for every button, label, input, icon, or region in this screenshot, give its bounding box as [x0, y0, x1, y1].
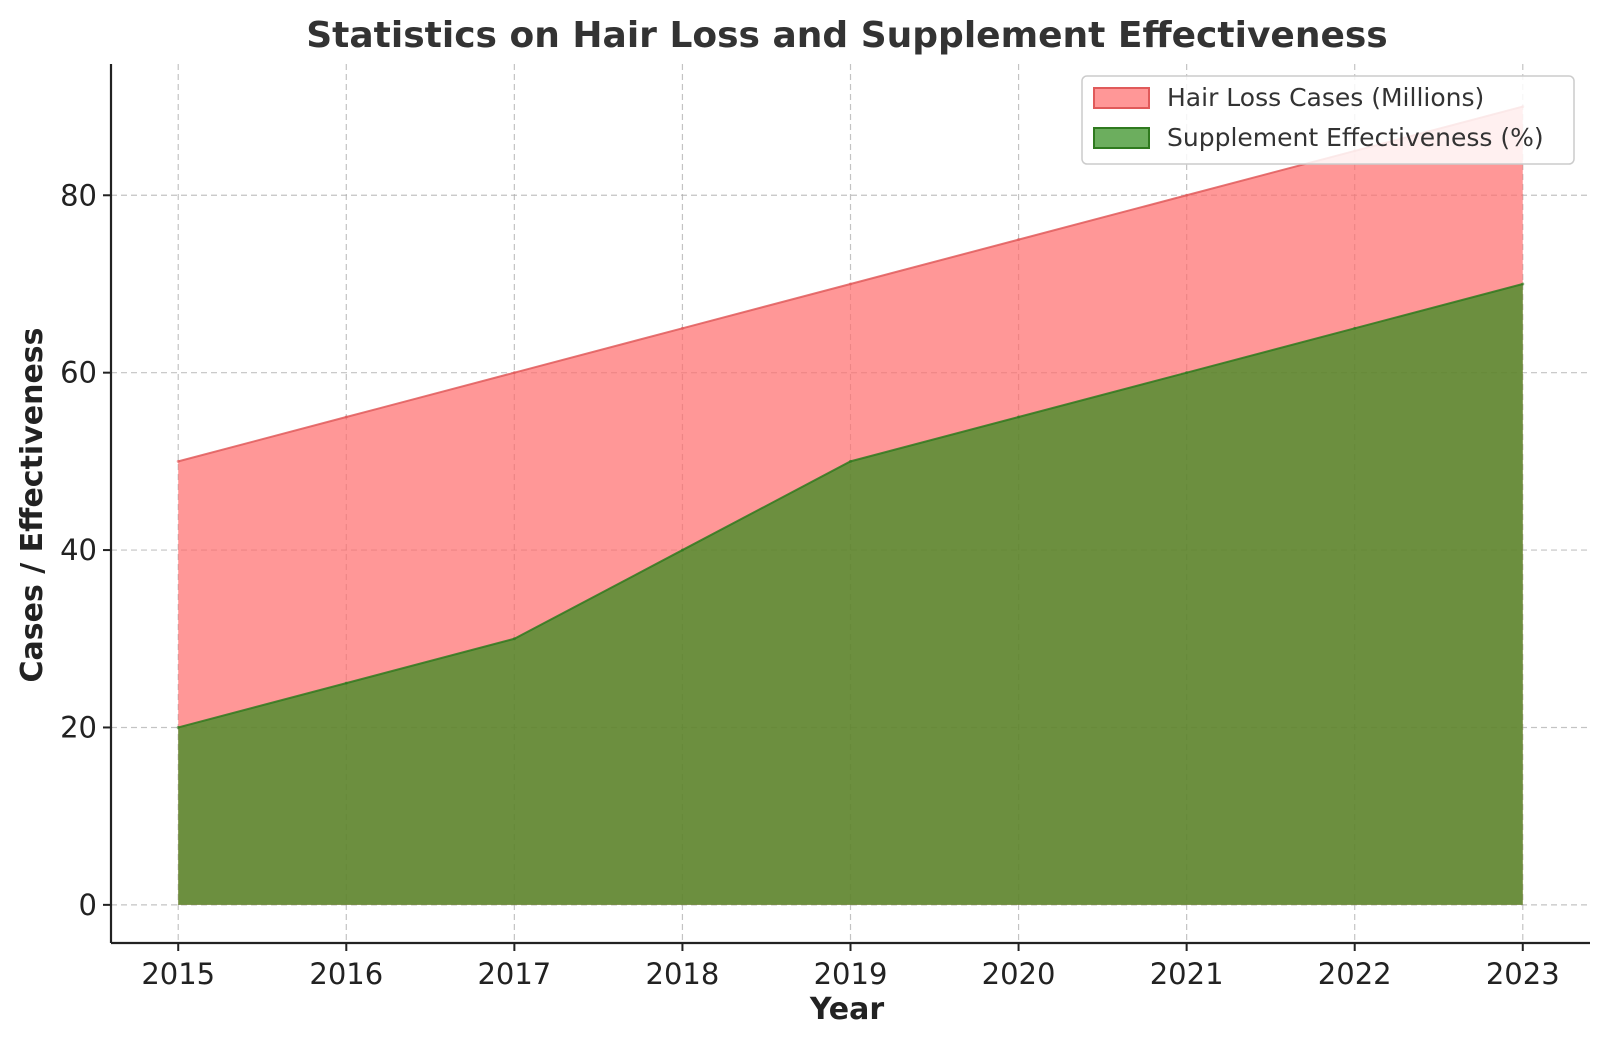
area-series	[176, 105, 1525, 905]
legend-swatch-1	[1093, 87, 1150, 109]
data-point	[512, 637, 516, 641]
legend-label-1: Hair Loss Cases (Millions)	[1167, 83, 1484, 112]
data-point	[1017, 238, 1021, 242]
chart-title: Statistics on Hair Loss and Supplement E…	[306, 15, 1387, 56]
x-tick-label: 2022	[1318, 957, 1392, 991]
data-point	[1017, 415, 1021, 419]
x-tick-label: 2018	[646, 957, 720, 991]
data-point	[680, 548, 684, 552]
y-tick-label: 0	[79, 888, 97, 922]
data-point	[680, 326, 684, 330]
legend: Hair Loss Cases (Millions) Supplement Eff…	[1081, 75, 1575, 165]
data-point	[1185, 371, 1189, 375]
legend-label-2: Supplement Effectiveness (%)	[1167, 123, 1544, 152]
x-tick-label: 2020	[982, 957, 1056, 991]
x-tick-label: 2019	[814, 957, 888, 991]
x-tick-label: 2021	[1150, 957, 1224, 991]
data-point	[849, 459, 852, 463]
data-point	[849, 282, 852, 286]
x-axis-label: Year	[809, 992, 885, 1027]
y-axis-label: Cases / Effectiveness	[15, 327, 50, 682]
legend-swatch-2	[1093, 127, 1150, 149]
data-point	[1521, 282, 1525, 286]
y-tick-label: 60	[60, 356, 97, 390]
y-tick-label: 80	[60, 178, 97, 212]
area-series-2	[178, 283, 1523, 905]
data-point	[176, 725, 180, 729]
x-tick-label: 2023	[1486, 957, 1560, 991]
data-point	[512, 371, 516, 375]
axes	[103, 64, 1590, 951]
y-tick-label: 20	[60, 710, 97, 744]
x-tick-label: 2015	[141, 957, 215, 991]
legend-box	[1081, 75, 1575, 165]
data-point	[344, 681, 348, 685]
data-point	[176, 459, 180, 463]
tick-labels: 2015 2016 2017 2018 2019 2020 2021 2022 2023 0 20 4…	[60, 178, 1560, 991]
x-tick-label: 2016	[309, 957, 383, 991]
y-tick-label: 40	[60, 533, 97, 567]
x-tick-label: 2017	[477, 957, 551, 991]
data-point	[1185, 193, 1189, 197]
data-point	[344, 415, 348, 419]
data-point	[1353, 326, 1357, 330]
